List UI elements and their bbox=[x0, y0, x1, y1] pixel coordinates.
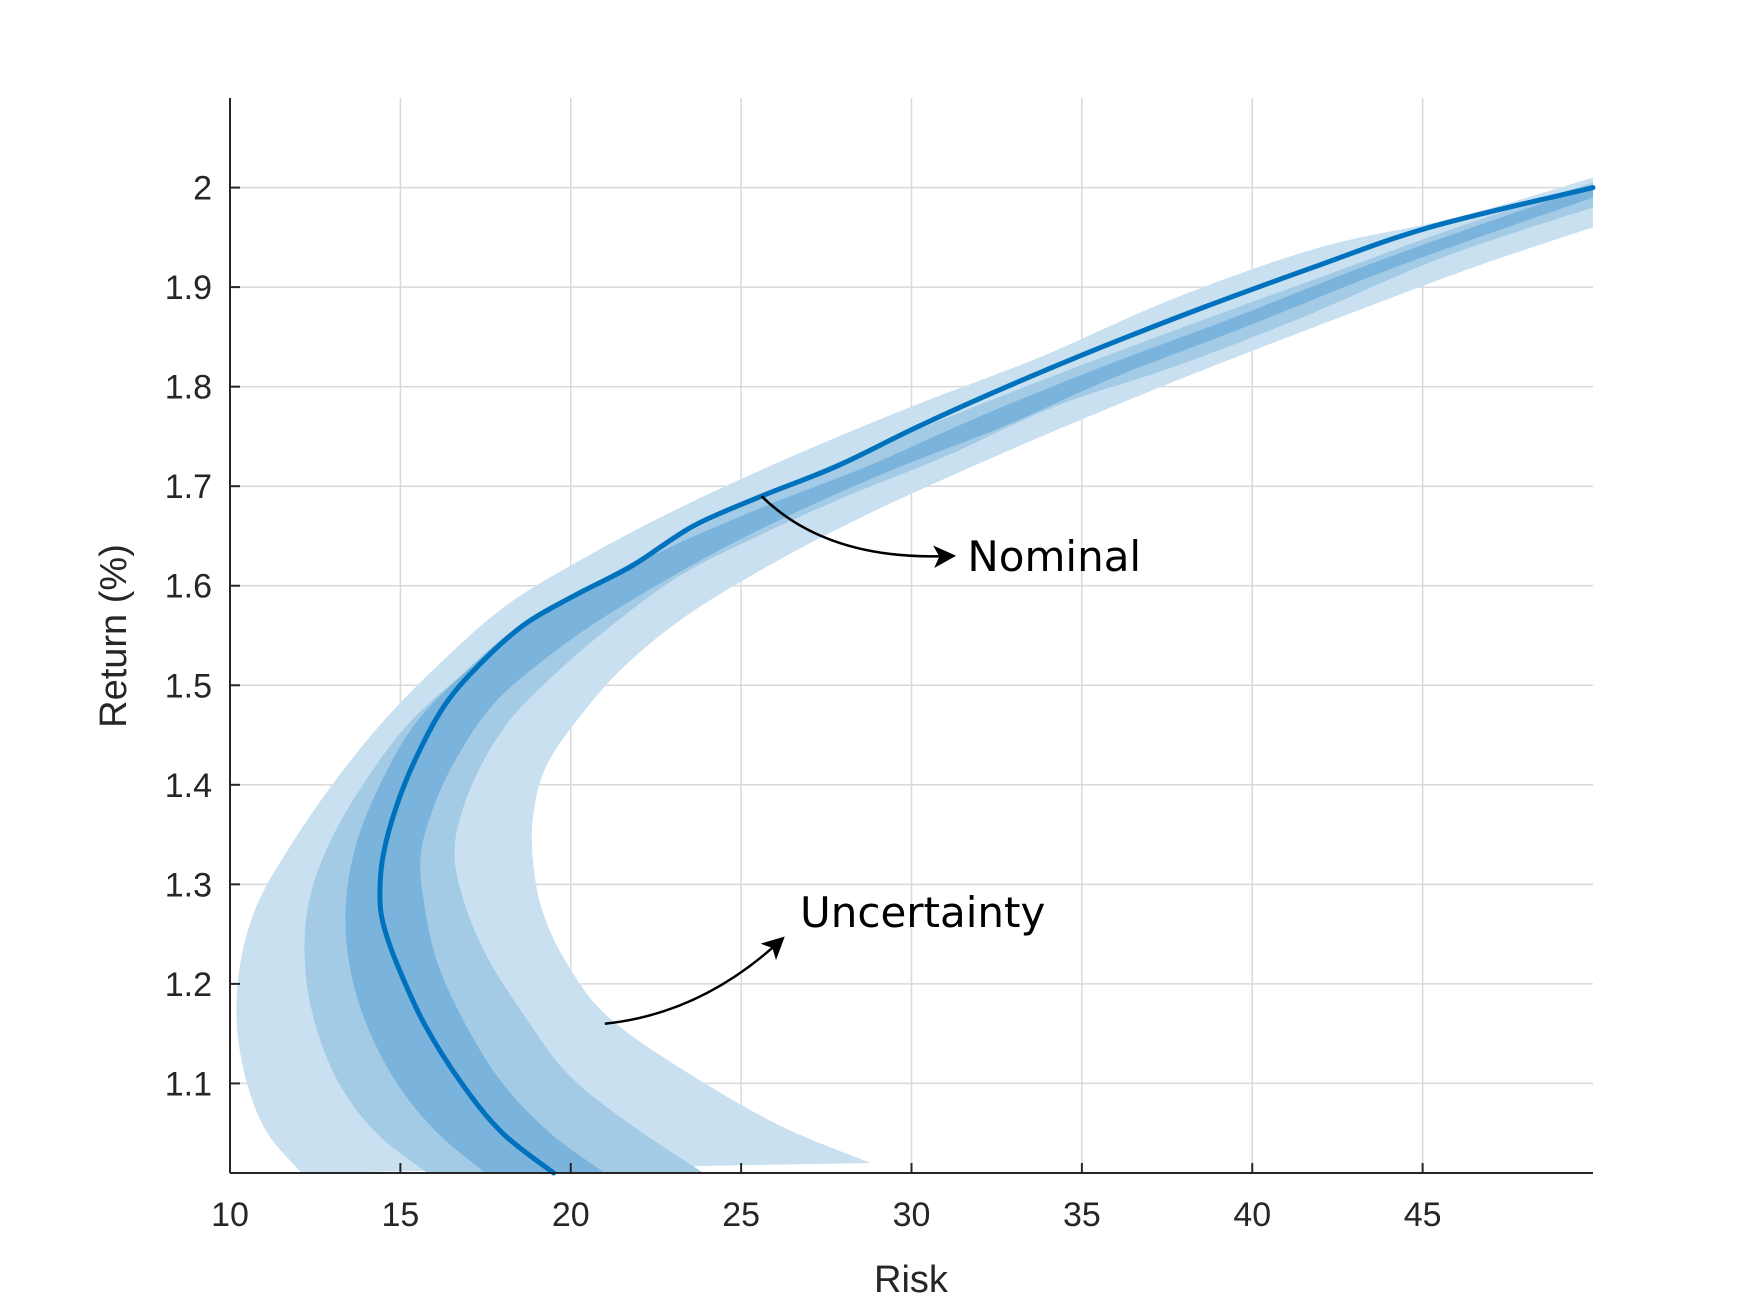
annotation-label: Nominal bbox=[967, 532, 1141, 581]
series-line-nominal bbox=[377, 185, 1596, 1176]
y-tick-label: 1.8 bbox=[165, 369, 212, 407]
x-tick-label: 20 bbox=[552, 1196, 590, 1234]
uncertainty-bands bbox=[236, 177, 1594, 1174]
series-lines bbox=[377, 185, 1596, 1176]
y-tick-label: 1.5 bbox=[165, 667, 212, 705]
x-tick-label: 40 bbox=[1233, 1196, 1271, 1234]
y-axis-label: Return (%) bbox=[93, 544, 135, 728]
y-tick-label: 1.6 bbox=[165, 568, 212, 606]
x-tick-label: 35 bbox=[1063, 1196, 1101, 1234]
y-tick-label: 2 bbox=[193, 170, 212, 208]
x-tick-label: 30 bbox=[893, 1196, 931, 1234]
x-tick-label: 45 bbox=[1404, 1196, 1442, 1234]
y-tick-label: 1.9 bbox=[165, 269, 212, 307]
annotation-arrow bbox=[604, 936, 785, 1025]
x-tick-label: 15 bbox=[381, 1196, 419, 1234]
annotations: Nominal Uncertainty bbox=[604, 495, 1141, 1025]
x-tick-label: 10 bbox=[211, 1196, 249, 1234]
y-tick-label: 1.4 bbox=[165, 767, 212, 805]
y-tick-label: 1.3 bbox=[165, 866, 212, 904]
x-tick-label: 25 bbox=[722, 1196, 760, 1234]
tick-labels: 10 15 20 25 30 35 40 45 1.1 1.2 1.3 1.4 1.5 1.6 1.7 1.8… bbox=[165, 170, 1442, 1234]
x-axis-label: Risk bbox=[874, 1259, 949, 1301]
y-tick-label: 1.2 bbox=[165, 966, 212, 1004]
band-inner bbox=[345, 185, 1594, 1174]
annotation-arrow bbox=[760, 495, 957, 569]
annotation-label: Uncertainty bbox=[800, 888, 1045, 937]
y-tick-label: 1.7 bbox=[165, 468, 212, 506]
y-tick-label: 1.1 bbox=[165, 1065, 212, 1103]
